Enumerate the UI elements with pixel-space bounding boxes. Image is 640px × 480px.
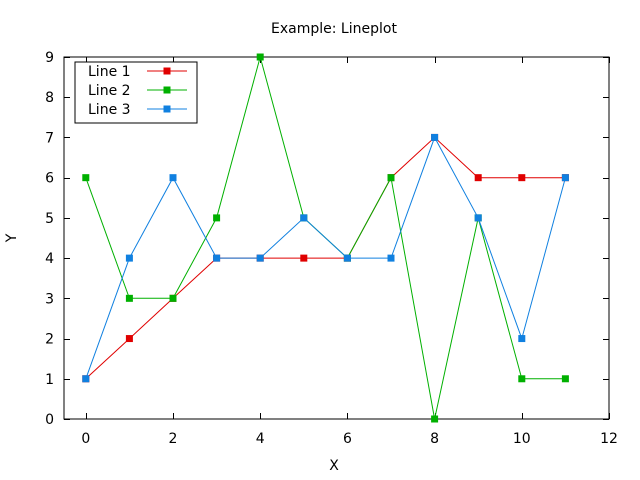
legend-swatch-marker bbox=[163, 67, 171, 75]
legend-box bbox=[74, 61, 198, 124]
plot-frame bbox=[63, 56, 610, 420]
series-1-point bbox=[518, 174, 526, 182]
series-1-point bbox=[300, 254, 308, 262]
series-3-point bbox=[431, 133, 439, 141]
series-2-point bbox=[387, 174, 395, 182]
series-2-point bbox=[518, 375, 526, 383]
y-tick-label: 8 bbox=[45, 90, 54, 106]
legend-label: Line 3 bbox=[88, 102, 131, 118]
series-2-point bbox=[561, 375, 569, 383]
legend-swatch-marker bbox=[163, 105, 171, 113]
series-line-3 bbox=[85, 136, 566, 379]
series-3-point bbox=[256, 254, 264, 262]
y-axis-label: Y bbox=[4, 233, 20, 243]
series-3-point bbox=[125, 254, 133, 262]
legend-swatch-marker bbox=[163, 86, 171, 94]
series-2-point bbox=[82, 174, 90, 182]
series-3-point bbox=[213, 254, 221, 262]
series-1-point bbox=[125, 335, 133, 343]
series-3-point bbox=[518, 335, 526, 343]
x-tick-label: 4 bbox=[256, 431, 265, 447]
series-3-point bbox=[561, 174, 569, 182]
chart-title: Example: Lineplot bbox=[271, 21, 397, 37]
y-tick-label: 2 bbox=[45, 332, 54, 348]
x-tick-label: 0 bbox=[81, 431, 90, 447]
series-3-point bbox=[300, 214, 308, 222]
x-axis-label: X bbox=[329, 458, 339, 474]
legend-label: Line 2 bbox=[88, 83, 131, 99]
series-1-point bbox=[474, 174, 482, 182]
y-tick-label: 9 bbox=[45, 50, 54, 66]
x-tick-label: 8 bbox=[430, 431, 439, 447]
x-tick-label: 10 bbox=[513, 431, 531, 447]
series-2-point bbox=[125, 294, 133, 302]
y-tick-label: 1 bbox=[45, 372, 54, 388]
y-tick-label: 7 bbox=[45, 130, 54, 146]
series-2-point bbox=[431, 415, 439, 423]
series-line-1 bbox=[85, 136, 566, 380]
y-tick-label: 0 bbox=[45, 412, 54, 428]
y-tick-label: 5 bbox=[45, 211, 54, 227]
series-3-point bbox=[82, 375, 90, 383]
y-tick-label: 3 bbox=[45, 291, 54, 307]
series-2-point bbox=[256, 53, 264, 61]
series-3-point bbox=[474, 214, 482, 222]
series-2-point bbox=[169, 294, 177, 302]
series-3-point bbox=[169, 174, 177, 182]
series-3-point bbox=[387, 254, 395, 262]
series-2-point bbox=[213, 214, 221, 222]
y-tick-label: 6 bbox=[45, 171, 54, 187]
x-tick-label: 2 bbox=[169, 431, 178, 447]
y-tick-label: 4 bbox=[45, 251, 54, 267]
x-tick-label: 6 bbox=[343, 431, 352, 447]
legend-label: Line 1 bbox=[88, 64, 131, 80]
x-tick-label: 12 bbox=[600, 431, 618, 447]
series-3-point bbox=[343, 254, 351, 262]
